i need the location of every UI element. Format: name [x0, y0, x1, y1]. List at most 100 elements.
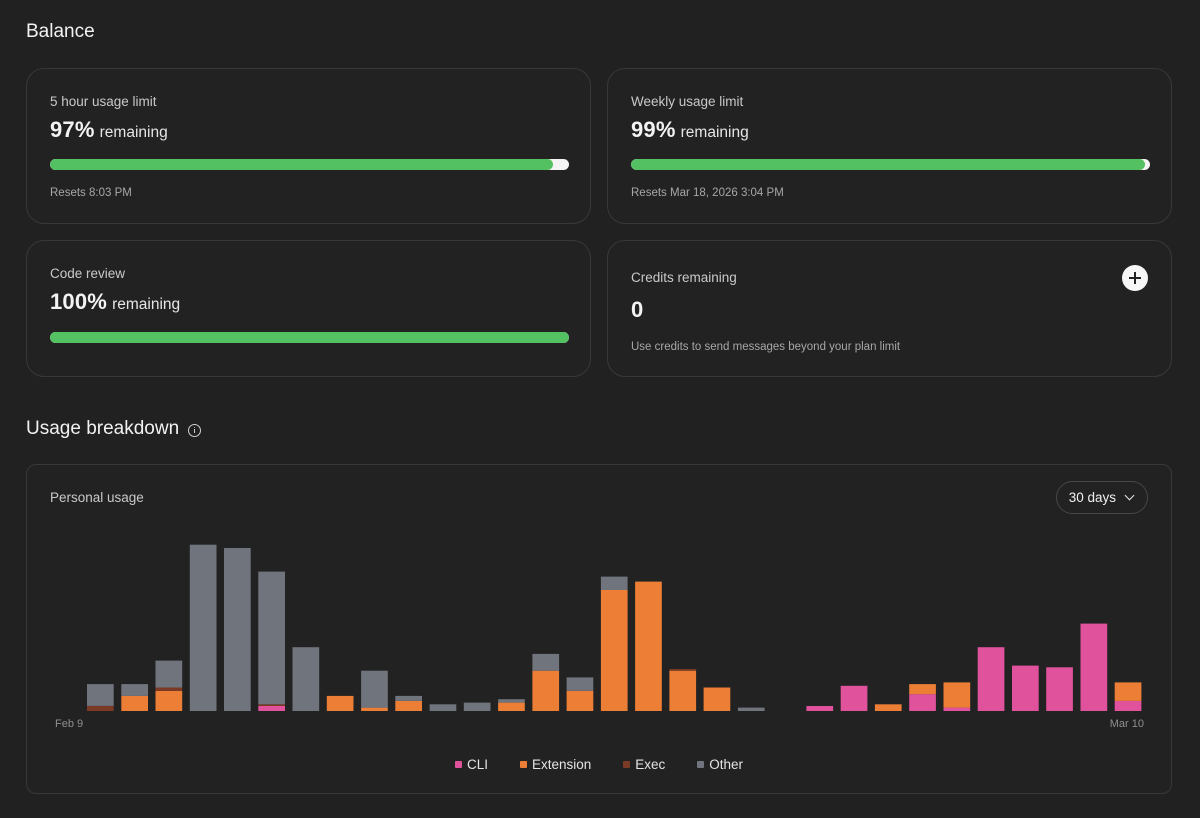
five-hour-progress-fill	[50, 159, 554, 170]
legend-swatch-cli	[454, 761, 462, 768]
bar-other-4[interactable]	[189, 544, 217, 711]
five-hour-limit-label: 5 hour usage limit	[50, 94, 157, 109]
weekly-percent: 99%	[631, 117, 676, 142]
legend-item-extension[interactable]: Extension	[519, 757, 592, 772]
bar-cli-22[interactable]	[806, 706, 834, 711]
bar-extension-8[interactable]	[326, 695, 354, 711]
chart-bars	[87, 544, 1142, 712]
bar-cli-26[interactable]	[943, 707, 971, 711]
legend-swatch-other	[697, 761, 705, 768]
bar-extension-16[interactable]	[600, 590, 628, 711]
legend-item-other[interactable]: Other	[697, 757, 743, 772]
credits-card: Credits remaining 0 Use credits to send …	[607, 240, 1172, 377]
legend-label-other: Other	[709, 757, 744, 772]
code-review-percent: 100%	[50, 289, 108, 314]
credits-note: Use credits to send messages beyond your…	[631, 341, 901, 353]
legend-item-exec[interactable]: Exec	[623, 757, 665, 772]
bar-cli-6[interactable]	[258, 706, 285, 711]
bar-other-13[interactable]	[498, 699, 525, 703]
bar-cli-31[interactable]	[1114, 700, 1142, 711]
legend-item-cli[interactable]: CLI	[454, 757, 488, 772]
legend-label-cli: CLI	[466, 757, 488, 772]
personal-usage-panel: Personal usage 30 days Feb 9 Mar 10 CLI E…	[26, 464, 1172, 794]
credits-label: Credits remaining	[631, 270, 737, 285]
code-review-progress-bar	[50, 332, 569, 343]
bar-extension-26[interactable]	[943, 682, 971, 708]
code-review-label: Code review	[50, 266, 126, 281]
bar-other-3[interactable]	[155, 660, 183, 688]
bar-cli-27[interactable]	[977, 647, 1005, 711]
weekly-progress-fill	[631, 159, 1145, 170]
bar-extension-14[interactable]	[532, 670, 560, 711]
bar-extension-31[interactable]	[1114, 682, 1142, 701]
five-hour-progress-bar	[50, 159, 569, 170]
weekly-remaining-label: remaining	[680, 124, 749, 141]
bar-other-20[interactable]	[737, 707, 765, 711]
bar-extension-2[interactable]	[121, 695, 148, 711]
legend-swatch-exec	[623, 761, 631, 768]
legend-label-extension: Extension	[531, 757, 592, 772]
bar-extension-25[interactable]	[909, 684, 936, 695]
bar-extension-15[interactable]	[566, 690, 594, 711]
usage-bar-chart: Feb 9 Mar 10	[55, 544, 1144, 730]
bar-extension-18[interactable]	[669, 670, 697, 711]
bar-exec-18[interactable]	[669, 669, 697, 671]
bar-cli-29[interactable]	[1046, 667, 1073, 711]
add-credits-button[interactable]	[1122, 265, 1148, 291]
credits-value-row: 0	[631, 297, 643, 323]
bar-other-15[interactable]	[566, 677, 594, 691]
x-tick-end: Mar 10	[1110, 718, 1144, 730]
bar-exec-1[interactable]	[87, 706, 114, 711]
weekly-reset-text: Resets Mar 18, 2026 3:04 PM	[631, 187, 784, 199]
bar-other-14[interactable]	[532, 653, 560, 671]
five-hour-percent: 97%	[50, 117, 95, 142]
info-icon[interactable]	[188, 423, 202, 437]
bar-extension-24[interactable]	[874, 704, 902, 711]
bar-exec-3[interactable]	[155, 687, 183, 691]
bar-cli-28[interactable]	[1012, 665, 1039, 711]
bar-extension-9[interactable]	[361, 707, 388, 711]
bar-other-10[interactable]	[395, 695, 422, 701]
bar-other-1[interactable]	[87, 684, 114, 706]
bar-other-12[interactable]	[463, 702, 491, 711]
bar-other-6[interactable]	[258, 571, 285, 705]
bar-extension-13[interactable]	[498, 702, 525, 711]
bar-other-7[interactable]	[292, 647, 320, 711]
bar-extension-19[interactable]	[703, 687, 731, 712]
bar-other-5[interactable]	[224, 548, 251, 711]
range-selected-value: 30 days	[1068, 490, 1116, 505]
range-dropdown[interactable]: 30 days	[1055, 481, 1148, 514]
bar-other-16[interactable]	[600, 576, 628, 590]
bar-extension-17[interactable]	[635, 581, 662, 711]
bar-other-9[interactable]	[361, 670, 388, 708]
bar-cli-30[interactable]	[1080, 623, 1108, 711]
five-hour-reset-text: Resets 8:03 PM	[50, 187, 132, 199]
weekly-progress-bar	[631, 159, 1150, 170]
personal-usage-title: Personal usage	[50, 490, 144, 505]
weekly-limit-label: Weekly usage limit	[631, 94, 744, 109]
chart-legend: CLI Extension Exec Other	[27, 757, 1171, 772]
usage-breakdown-heading: Usage breakdown	[26, 418, 202, 440]
code-review-value: 100% remaining	[50, 289, 180, 315]
bar-extension-10[interactable]	[395, 700, 422, 711]
credits-value: 0	[631, 297, 644, 322]
five-hour-remaining-label: remaining	[99, 124, 168, 141]
weekly-limit-value: 99% remaining	[631, 117, 749, 143]
five-hour-limit-value: 97% remaining	[50, 117, 168, 143]
bar-cli-25[interactable]	[909, 694, 936, 711]
bar-exec-6[interactable]	[258, 704, 285, 706]
x-tick-start: Feb 9	[55, 718, 83, 730]
bar-other-2[interactable]	[121, 684, 148, 696]
code-review-card: Code review 100% remaining	[26, 240, 591, 377]
code-review-remaining-label: remaining	[112, 296, 181, 313]
five-hour-limit-card: 5 hour usage limit 97% remaining Resets …	[26, 68, 591, 224]
legend-swatch-extension	[519, 761, 527, 768]
code-review-progress-fill	[50, 332, 569, 343]
weekly-limit-card: Weekly usage limit 99% remaining Resets …	[607, 68, 1172, 224]
bar-extension-3[interactable]	[155, 690, 183, 711]
bar-cli-23[interactable]	[840, 685, 868, 711]
balance-heading: Balance	[26, 21, 95, 42]
bar-other-11[interactable]	[429, 704, 457, 711]
legend-label-exec: Exec	[635, 757, 666, 772]
